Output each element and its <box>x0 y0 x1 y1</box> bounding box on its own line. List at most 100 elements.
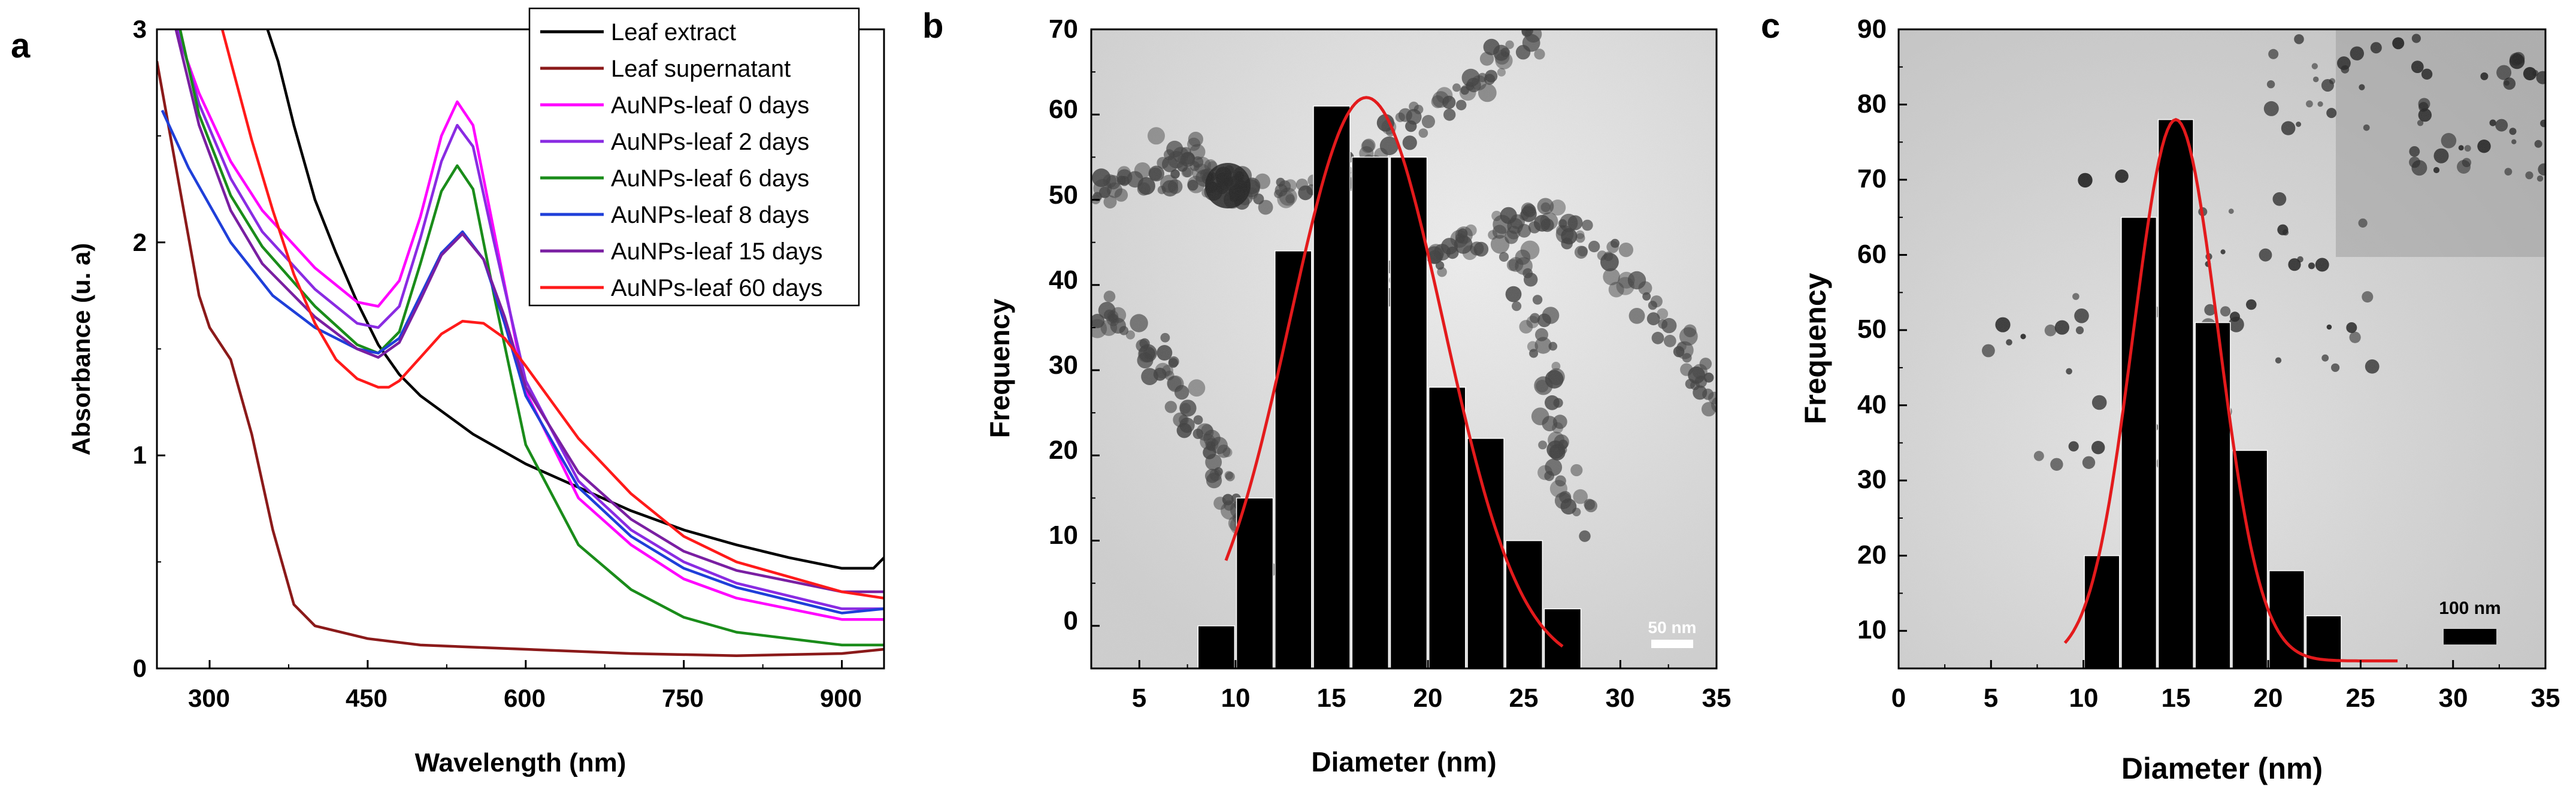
scale-bar-label: 50 nm <box>1648 618 1697 637</box>
y-tick-label: 10 <box>1857 615 1887 644</box>
histogram-bar <box>1505 540 1543 668</box>
panel-a-y-tick-labels: 0 1 2 3 <box>133 15 147 682</box>
nanoparticle <box>1716 405 1717 408</box>
panel-b: 50 nm 5 10 15 20 25 30 35 0 10 20 30 40 … <box>984 14 1736 777</box>
scale-bar <box>2444 629 2496 644</box>
x-tick-label: 35 <box>1702 683 1732 713</box>
series-line <box>161 110 884 615</box>
y-tick-label: 50 <box>1049 180 1078 210</box>
histogram-bar <box>1428 386 1466 668</box>
x-tick-label: 600 <box>504 684 546 712</box>
y-tick-label: 90 <box>1857 14 1887 44</box>
y-tick-label: 0 <box>133 654 147 682</box>
x-tick-label: 25 <box>1509 683 1539 713</box>
histogram-bar <box>1351 156 1390 668</box>
y-tick-label: 2 <box>133 228 147 256</box>
panel-b-x-axis-label: Diameter (nm) <box>1311 746 1496 777</box>
y-tick-label: 3 <box>133 15 147 43</box>
x-tick-label: 30 <box>2439 683 2468 713</box>
y-tick-label: 50 <box>1857 314 1887 344</box>
nanoparticle <box>1723 422 1736 436</box>
histogram-bar <box>1236 497 1274 668</box>
x-tick-label: 10 <box>2069 683 2099 713</box>
x-tick-label: 300 <box>188 684 230 712</box>
legend-label: AuNPs-leaf 6 days <box>611 165 809 192</box>
x-tick-label: 5 <box>1132 683 1146 713</box>
panel-c-x-tick-labels: 0 5 10 15 20 25 30 35 <box>1891 683 2560 713</box>
panel-b-ticks <box>1091 28 1718 668</box>
series-line <box>174 29 884 621</box>
y-tick-label: 30 <box>1857 465 1887 494</box>
panel-b-frame <box>1090 28 1718 670</box>
series-line <box>174 29 884 594</box>
histogram-bar <box>1467 438 1505 668</box>
histogram-bar <box>1197 625 1236 668</box>
legend-label: AuNPs-leaf 0 days <box>611 92 809 119</box>
scale-bar <box>1651 640 1693 648</box>
y-tick-label: 20 <box>1049 435 1078 465</box>
y-tick-label: 10 <box>1049 520 1078 550</box>
gaussian-fit-curve <box>2063 117 2398 662</box>
histogram-bar <box>2084 555 2120 668</box>
y-tick-label: 70 <box>1049 14 1078 44</box>
legend: Leaf extract Leaf supernatant AuNPs-leaf 0… <box>528 7 860 307</box>
histogram-bar <box>1543 608 1582 668</box>
histogram-bar <box>2232 450 2268 668</box>
panel-a-y-axis-label: Absorbance (u. a) <box>67 243 95 456</box>
x-tick-label: 0 <box>1891 683 1906 713</box>
legend-label: Leaf extract <box>611 19 736 46</box>
x-tick-label: 900 <box>820 684 862 712</box>
panel-a: 300 450 600 750 900 0 1 2 3 Wavelength (… <box>67 7 885 777</box>
legend-label: AuNPs-leaf 60 days <box>611 275 823 301</box>
panel-b-y-tick-labels: 0 10 20 30 40 50 60 70 <box>1049 14 1078 635</box>
histogram-bar <box>1313 105 1351 668</box>
y-tick-label: 0 <box>1064 606 1078 635</box>
y-tick-label: 40 <box>1049 265 1078 295</box>
legend-label: Leaf supernatant <box>611 56 791 82</box>
panel-label-c: c <box>1761 7 1780 46</box>
series-line <box>266 29 884 570</box>
x-tick-label: 35 <box>2531 683 2560 713</box>
x-tick-label: 10 <box>1221 683 1251 713</box>
panel-c-x-axis-label: Diameter (nm) <box>2121 752 2323 785</box>
y-tick-label: 60 <box>1857 240 1887 269</box>
panel-a-x-axis-label: Wavelength (nm) <box>415 748 626 777</box>
series-line <box>178 29 884 647</box>
panel-c-y-tick-labels: 10 20 30 40 50 60 70 80 90 <box>1857 14 1887 644</box>
x-tick-label: 20 <box>2254 683 2283 713</box>
y-tick-label: 20 <box>1857 540 1887 570</box>
absorbance-curves <box>157 29 884 657</box>
x-tick-label: 30 <box>1606 683 1635 713</box>
x-tick-label: 15 <box>2162 683 2191 713</box>
y-tick-label: 80 <box>1857 89 1887 119</box>
panel-b-x-tick-labels: 5 10 15 20 25 30 35 <box>1132 683 1732 713</box>
panel-a-ticks <box>157 28 843 670</box>
series-line <box>177 29 884 610</box>
scale-bar-label: 100 nm <box>2439 598 2501 618</box>
legend-box <box>528 7 860 307</box>
panel-label-a: a <box>11 26 31 65</box>
legend-label: AuNPs-leaf 15 days <box>611 238 823 265</box>
y-tick-label: 60 <box>1049 95 1078 124</box>
panel-label-b: b <box>922 7 943 46</box>
x-tick-label: 750 <box>662 684 704 712</box>
legend-label: AuNPs-leaf 2 days <box>611 129 809 155</box>
histogram-bar <box>1275 250 1312 668</box>
panel-b-y-axis-label: Frequency <box>984 298 1015 438</box>
x-tick-label: 15 <box>1317 683 1346 713</box>
x-tick-label: 20 <box>1413 683 1443 713</box>
y-tick-label: 40 <box>1857 390 1887 419</box>
x-tick-label: 25 <box>2346 683 2375 713</box>
y-tick-label: 30 <box>1049 350 1078 380</box>
tem-micrograph-b: 50 nm <box>1091 29 1736 668</box>
panel-a-x-tick-labels: 300 450 600 750 900 <box>188 684 862 712</box>
panel-c-y-axis-label: Frequency <box>1799 273 1832 424</box>
histogram-bar <box>1390 156 1428 668</box>
tem-micrograph-c: 100 nm <box>1899 29 2545 668</box>
panel-c-ticks <box>1897 28 2547 668</box>
gaussian-fit-curve <box>1224 96 1564 648</box>
x-tick-label: 5 <box>1984 683 1998 713</box>
histogram-bars <box>1197 105 1582 668</box>
series-line <box>157 60 884 657</box>
